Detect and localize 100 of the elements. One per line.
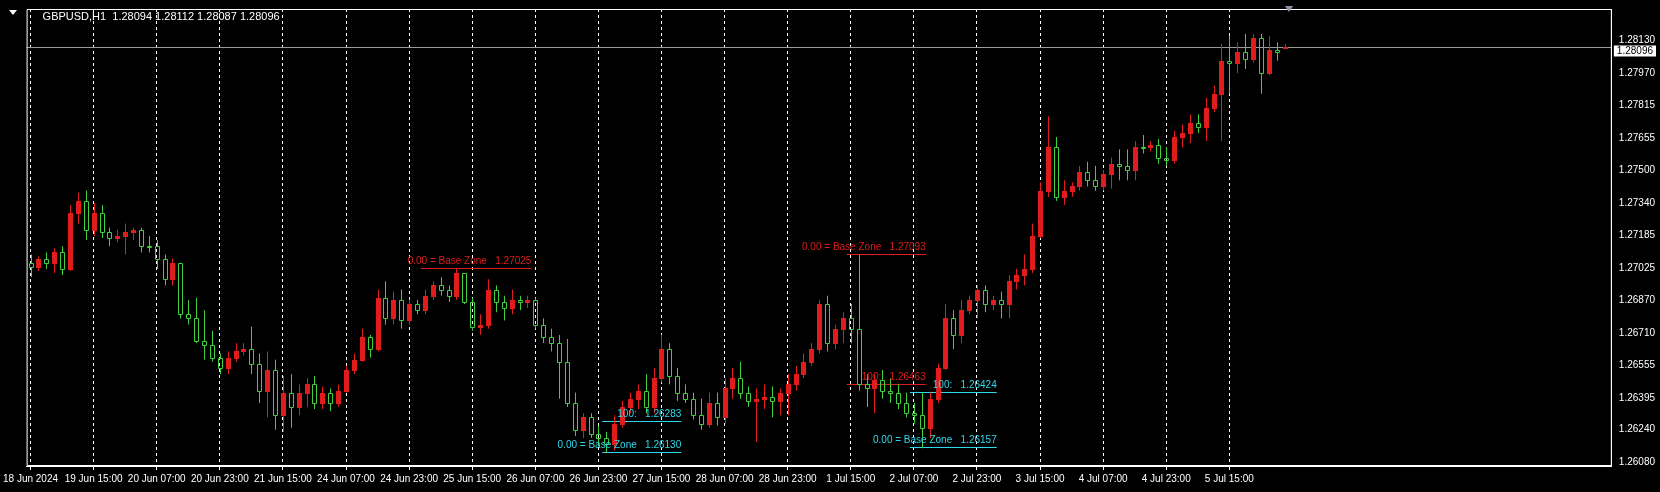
candlestick	[115, 229, 120, 243]
x-tick-label: 26 Jun 23:00	[569, 472, 628, 484]
candlestick	[707, 392, 712, 429]
candlestick	[1188, 113, 1193, 144]
candlestick	[84, 190, 89, 241]
candlestick	[1062, 179, 1067, 206]
y-tick-label: 1.26395	[1618, 391, 1656, 403]
candlestick	[289, 373, 294, 429]
candlestick	[1125, 148, 1130, 181]
candlestick	[399, 289, 404, 330]
y-tick-label: 1.26080	[1618, 456, 1656, 468]
candlestick	[762, 383, 767, 410]
candlestick	[328, 387, 333, 412]
candlestick	[92, 202, 97, 237]
candlestick	[234, 342, 239, 363]
candlestick	[1227, 35, 1232, 95]
candlestick	[1267, 35, 1272, 76]
candlestick	[44, 251, 49, 270]
candlestick	[1259, 33, 1264, 95]
candlestick	[1109, 157, 1114, 190]
candlestick	[100, 204, 105, 239]
candlestick	[667, 342, 672, 385]
candlestick	[226, 350, 231, 375]
candlestick	[76, 192, 81, 225]
candlestick	[502, 295, 507, 321]
candlestick	[305, 377, 310, 408]
candlestick	[715, 392, 720, 427]
candlestick	[738, 361, 743, 400]
candlestick	[257, 352, 262, 404]
candlestick	[447, 284, 452, 303]
ref-line-label: 1.28096	[1616, 44, 1654, 56]
x-tick-label: 1 Jul 15:00	[826, 472, 876, 484]
y-tick-label: 1.26710	[1618, 326, 1656, 338]
y-tick-label: 1.27970	[1618, 66, 1656, 78]
candlestick	[896, 383, 901, 410]
y-tick-label: 1.27500	[1618, 163, 1656, 175]
candlestick	[68, 204, 73, 272]
candlestick	[210, 330, 215, 363]
candlestick	[880, 369, 885, 400]
candlestick	[478, 313, 483, 336]
x-tick-label: 20 Jun 23:00	[190, 472, 250, 484]
candlestick	[131, 227, 136, 241]
candlestick	[352, 352, 357, 375]
candlestick	[1180, 124, 1185, 148]
candlestick	[1093, 165, 1098, 192]
candlestick	[336, 383, 341, 408]
x-tick-label: 24 Jun 23:00	[380, 472, 439, 484]
candlestick	[241, 342, 246, 357]
candlestick	[52, 247, 57, 274]
candlestick	[849, 303, 854, 344]
candlestick	[983, 284, 988, 313]
candlestick	[383, 280, 388, 326]
y-tick-label: 1.26555	[1618, 358, 1656, 370]
candlestick	[675, 367, 680, 402]
x-tick-label: 3 Jul 15:00	[1015, 472, 1065, 484]
candlestick	[265, 350, 270, 418]
candlestick	[943, 303, 948, 371]
candlestick	[391, 291, 396, 326]
candlestick	[659, 334, 664, 383]
candlestick	[991, 295, 996, 311]
candlestick	[60, 245, 65, 276]
candlestick	[699, 398, 704, 431]
chart-title: GBPUSD,H1 1.28094 1.28112 1.28087 1.28096	[42, 10, 280, 23]
candlestick	[1038, 181, 1043, 239]
candlestick	[147, 235, 152, 253]
candlestick	[1243, 33, 1248, 70]
candlestick	[565, 338, 570, 408]
candlestick	[770, 385, 775, 418]
y-tick-label: 1.26240	[1618, 423, 1656, 435]
x-tick-label: 27 Jun 15:00	[632, 472, 691, 484]
candlestick	[1133, 140, 1138, 181]
x-tick-label: 4 Jul 07:00	[1078, 472, 1129, 484]
y-tick-label: 1.27655	[1618, 131, 1656, 143]
candlestick	[778, 387, 783, 416]
candlestick	[794, 365, 799, 392]
candlestick	[1046, 115, 1051, 198]
candlestick	[975, 284, 980, 319]
x-tick-label: 26 Jun 07:00	[506, 472, 565, 484]
candlestick	[801, 352, 806, 379]
candlestick	[1275, 41, 1280, 62]
y-tick-label: 1.27815	[1618, 98, 1656, 110]
candlestick	[1172, 130, 1177, 165]
candlestick	[273, 359, 278, 431]
candlestick	[1054, 136, 1059, 202]
candlestick	[1235, 41, 1240, 74]
candlestick	[1007, 274, 1012, 319]
candlestick	[1014, 268, 1019, 291]
candlestick	[155, 239, 160, 270]
candlestick	[1077, 165, 1082, 192]
x-tick-label: 19 Jun 15:00	[64, 472, 123, 484]
y-tick-label: 1.28130	[1618, 33, 1656, 45]
candlestick	[1212, 84, 1217, 113]
candlestick	[494, 284, 499, 313]
candlestick	[186, 299, 191, 326]
candlestick	[281, 375, 286, 433]
candlestick	[486, 278, 491, 330]
candlestick	[581, 412, 586, 439]
candlestick	[360, 328, 365, 363]
candlestick	[1204, 97, 1209, 142]
x-tick-label: 21 Jun 15:00	[254, 472, 313, 484]
